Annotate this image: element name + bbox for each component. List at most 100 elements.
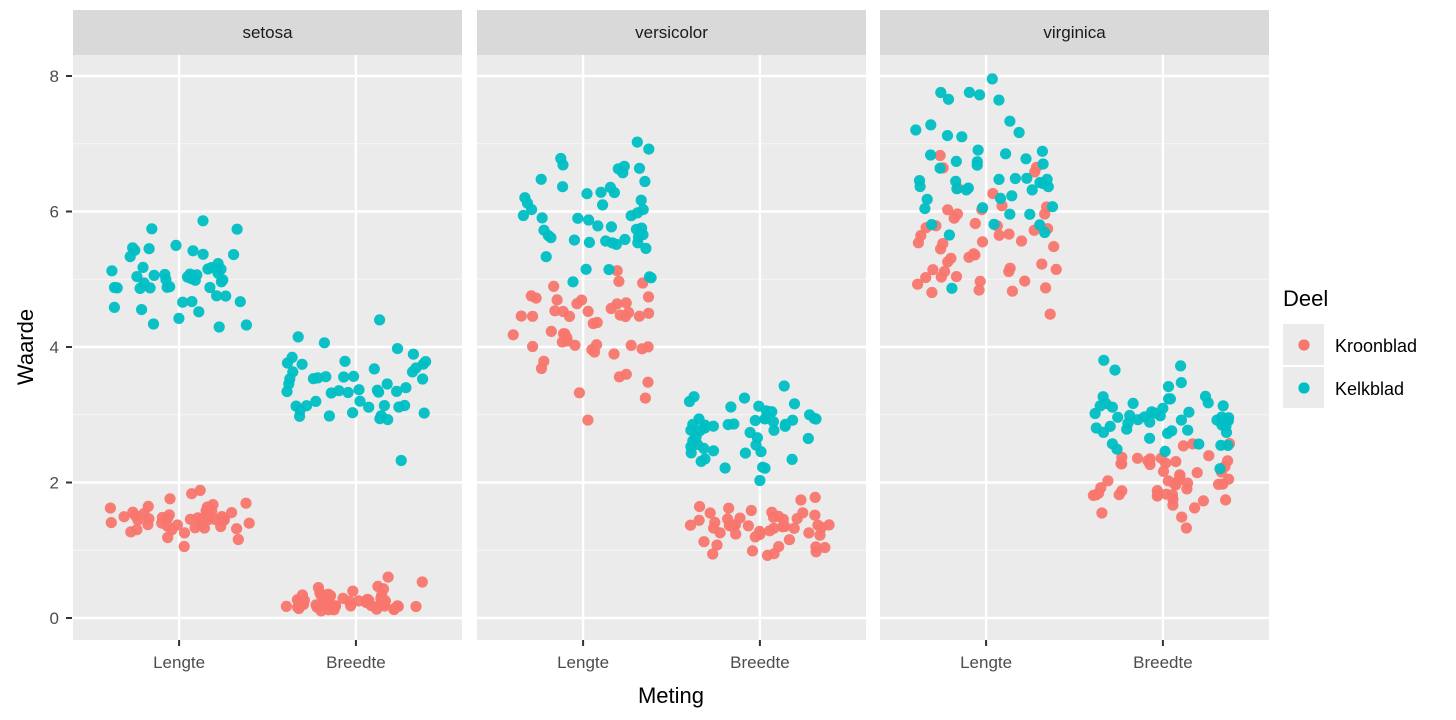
data-point-kroonblad bbox=[184, 513, 196, 525]
data-point-kroonblad bbox=[1174, 470, 1186, 482]
x-tick-label: Lengte bbox=[153, 653, 205, 672]
data-point-kelkblad bbox=[557, 181, 569, 193]
data-point-kroonblad bbox=[171, 519, 183, 531]
data-point-kelkblad bbox=[759, 413, 771, 425]
data-point-kelkblad bbox=[1182, 424, 1194, 436]
data-point-kroonblad bbox=[823, 519, 835, 531]
data-point-kroonblad bbox=[1036, 258, 1048, 270]
data-point-kroonblad bbox=[1197, 495, 1209, 507]
data-point-kelkblad bbox=[926, 219, 938, 231]
data-point-kelkblad bbox=[395, 454, 407, 467]
data-point-kelkblad bbox=[1183, 406, 1195, 418]
legend-point bbox=[1298, 339, 1310, 351]
data-point-kelkblad bbox=[108, 281, 121, 294]
data-point-kroonblad bbox=[711, 539, 723, 551]
data-point-kelkblad bbox=[1004, 208, 1016, 220]
data-point-kroonblad bbox=[948, 212, 960, 224]
data-point-kelkblad bbox=[921, 193, 933, 205]
y-tick-label: 4 bbox=[50, 338, 59, 357]
data-point-kelkblad bbox=[312, 372, 324, 384]
data-point-kelkblad bbox=[1162, 427, 1174, 439]
data-point-kroonblad bbox=[1048, 241, 1060, 253]
data-point-kelkblad bbox=[347, 407, 359, 419]
strip-virginica bbox=[880, 10, 1269, 55]
data-point-kelkblad bbox=[778, 380, 790, 392]
data-point-kroonblad bbox=[707, 548, 719, 560]
data-point-kelkblad bbox=[608, 187, 621, 199]
data-point-kelkblad bbox=[951, 183, 963, 195]
data-point-kroonblad bbox=[749, 531, 761, 543]
data-point-kelkblad bbox=[1175, 377, 1187, 389]
data-point-kelkblad bbox=[138, 277, 150, 289]
data-point-kelkblad bbox=[919, 203, 931, 215]
data-point-kroonblad bbox=[625, 339, 637, 351]
data-point-kroonblad bbox=[178, 527, 191, 539]
data-point-kroonblad bbox=[388, 603, 400, 616]
data-point-kelkblad bbox=[572, 212, 584, 224]
legend-label: Kroonblad bbox=[1335, 336, 1417, 356]
data-point-kelkblad bbox=[685, 441, 697, 453]
data-point-kelkblad bbox=[215, 263, 227, 275]
data-point-kroonblad bbox=[976, 236, 989, 248]
data-point-kelkblad bbox=[1144, 432, 1156, 444]
data-point-kelkblad bbox=[1097, 391, 1109, 403]
data-point-kroonblad bbox=[942, 256, 954, 268]
x-tick-label: Breedte bbox=[730, 653, 790, 672]
data-point-kroonblad bbox=[105, 517, 117, 529]
data-point-kelkblad bbox=[639, 175, 651, 188]
data-point-kelkblad bbox=[950, 155, 962, 167]
strip-versicolor bbox=[477, 10, 866, 55]
data-point-kelkblad bbox=[354, 395, 366, 407]
data-point-kroonblad bbox=[745, 504, 757, 517]
data-point-kroonblad bbox=[974, 275, 986, 287]
data-point-kroonblad bbox=[530, 292, 542, 304]
data-point-kelkblad bbox=[1162, 381, 1175, 393]
data-point-kroonblad bbox=[548, 280, 560, 292]
data-point-kroonblad bbox=[642, 376, 654, 388]
data-point-kelkblad bbox=[988, 218, 1000, 230]
data-point-kelkblad bbox=[1223, 412, 1235, 424]
data-point-kelkblad bbox=[910, 124, 922, 136]
data-point-kelkblad bbox=[942, 93, 955, 105]
data-point-kelkblad bbox=[378, 400, 390, 412]
data-point-kelkblad bbox=[583, 236, 596, 248]
data-point-kroonblad bbox=[515, 310, 527, 322]
data-point-kelkblad bbox=[187, 245, 199, 257]
data-point-kelkblad bbox=[1146, 406, 1158, 418]
data-point-kelkblad bbox=[1211, 414, 1223, 426]
data-point-kelkblad bbox=[1124, 409, 1136, 422]
data-point-kroonblad bbox=[912, 237, 925, 249]
data-point-kroonblad bbox=[347, 585, 359, 597]
data-point-kroonblad bbox=[337, 592, 349, 605]
data-point-kelkblad bbox=[960, 184, 972, 196]
data-point-kelkblad bbox=[767, 416, 780, 428]
data-point-kroonblad bbox=[318, 596, 330, 608]
data-point-kelkblad bbox=[567, 276, 579, 288]
data-point-kelkblad bbox=[779, 418, 792, 430]
data-point-kroonblad bbox=[783, 534, 796, 546]
data-point-kelkblad bbox=[338, 371, 350, 383]
data-point-kelkblad bbox=[318, 337, 330, 349]
data-point-kelkblad bbox=[418, 407, 430, 419]
data-point-kroonblad bbox=[809, 509, 821, 521]
data-point-kelkblad bbox=[619, 233, 631, 246]
data-point-kroonblad bbox=[912, 278, 924, 290]
data-point-kroonblad bbox=[694, 501, 706, 513]
data-point-kelkblad bbox=[699, 419, 711, 431]
data-point-kroonblad bbox=[563, 310, 576, 322]
data-point-kelkblad bbox=[131, 271, 143, 283]
data-point-kroonblad bbox=[1116, 451, 1128, 463]
data-point-kroonblad bbox=[819, 542, 831, 554]
strip-setosa bbox=[73, 10, 462, 55]
data-point-kroonblad bbox=[935, 271, 947, 283]
data-point-kelkblad bbox=[738, 392, 751, 404]
data-point-kelkblad bbox=[1112, 411, 1124, 423]
data-point-kroonblad bbox=[280, 600, 292, 613]
data-point-kelkblad bbox=[914, 181, 926, 193]
data-point-kelkblad bbox=[618, 160, 630, 172]
data-point-kroonblad bbox=[416, 576, 428, 588]
y-axis: 0 2 4 6 8 bbox=[50, 67, 72, 628]
data-point-kelkblad bbox=[707, 420, 720, 432]
data-point-kroonblad bbox=[1019, 275, 1031, 287]
data-point-kelkblad bbox=[597, 199, 609, 211]
